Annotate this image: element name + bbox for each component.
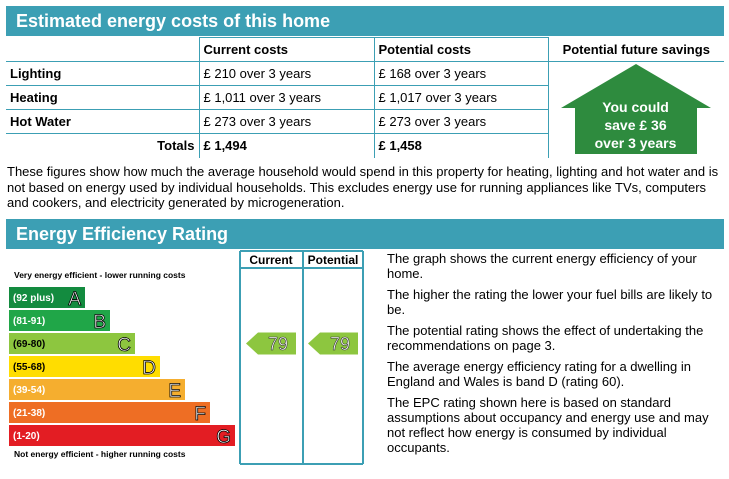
band-f: (21-38) F (9, 402, 210, 425)
row-label-hot-water: Hot Water (6, 109, 200, 134)
description-2: The higher the rating the lower your fue… (387, 287, 713, 317)
band-letter: F (194, 404, 206, 425)
band-a: (92 plus) A (9, 287, 85, 310)
band-bar (9, 287, 85, 308)
band-bar (9, 425, 235, 446)
hot-water-current: £ 273 over 3 years (198, 109, 375, 134)
row-label-heating: Heating (6, 85, 200, 110)
totals-label: Totals (6, 133, 200, 158)
potential-rating-value: 79 (330, 334, 350, 354)
band-range-label: (92 plus) (13, 293, 54, 304)
current-rating-arrow: 79 (246, 332, 296, 355)
band-range-label: (55-68) (13, 362, 45, 373)
band-bar (9, 402, 210, 423)
rating-descriptions: The graph shows the current energy effic… (387, 251, 723, 461)
potential-rating-arrow: 79 (308, 332, 358, 355)
rating-bands: (92 plus) A(81-91) B(69-80) C(55-68) D(39-54… (9, 287, 235, 448)
header-potential-savings: Potential future savings (547, 37, 724, 62)
band-g: (1-20) G (9, 425, 235, 448)
description-5: The EPC rating shown here is based on st… (387, 395, 709, 455)
current-rating-marker (246, 332, 296, 355)
band-letter: A (68, 289, 81, 310)
costs-intro-text: These figures show how much the average … (7, 164, 719, 210)
lighting-potential: £ 168 over 3 years (373, 61, 549, 86)
savings-text: You could save £ 36 over 3 years (561, 98, 711, 152)
band-letter: G (216, 427, 231, 448)
current-rating-value: 79 (268, 334, 288, 354)
savings-line-3: over 3 years (594, 135, 677, 151)
energy-costs-table: Current costs Potential costs Potential … (6, 37, 724, 158)
column-potential-label: Potential (308, 253, 359, 267)
lighting-current: £ 210 over 3 years (198, 61, 375, 86)
band-range-label: (81-91) (13, 316, 45, 327)
description-3: The potential rating shows the effect of… (387, 323, 704, 353)
potential-rating-marker (308, 332, 358, 355)
band-letter: E (168, 381, 181, 402)
rating-chart-svg: Current Potential Very energy efficient … (9, 250, 364, 465)
band-letter: D (142, 358, 156, 379)
band-letter: B (93, 312, 106, 333)
savings-line-1: You could (602, 99, 669, 115)
totals-current: £ 1,494 (198, 133, 375, 158)
header-current-costs: Current costs (198, 37, 375, 62)
not-efficient-note: Not energy efficient - higher running co… (14, 449, 186, 459)
savings-line-2: save £ 36 (604, 117, 667, 133)
band-e: (39-54) E (9, 379, 185, 402)
band-letter: C (117, 335, 131, 356)
band-range-label: (69-80) (13, 339, 45, 350)
totals-potential: £ 1,458 (373, 133, 549, 158)
hot-water-potential: £ 273 over 3 years (373, 109, 549, 134)
house-shape-icon (560, 64, 711, 154)
column-current-label: Current (249, 253, 292, 267)
savings-house: You could save £ 36 over 3 years (560, 64, 711, 157)
rating-section-title: Energy Efficiency Rating (6, 219, 724, 249)
row-label-lighting: Lighting (6, 61, 200, 86)
description-4: The average energy efficiency rating for… (387, 359, 691, 389)
very-efficient-note: Very energy efficient - lower running co… (14, 270, 186, 280)
band-range-label: (39-54) (13, 385, 45, 396)
band-range-label: (1-20) (13, 431, 40, 442)
band-d: (55-68) D (9, 356, 160, 379)
band-c: (69-80) C (9, 333, 135, 356)
table-corner (6, 37, 200, 62)
header-potential-costs: Potential costs (373, 37, 549, 62)
savings-cell: You could save £ 36 over 3 years (547, 61, 724, 158)
band-range-label: (21-38) (13, 408, 45, 419)
description-1: The graph shows the current energy effic… (387, 251, 697, 281)
heating-current: £ 1,011 over 3 years (198, 85, 375, 110)
band-b: (81-91) B (9, 310, 110, 333)
band-bar (9, 310, 110, 331)
costs-section-title: Estimated energy costs of this home (6, 6, 724, 36)
energy-rating-chart: Current Potential Very energy efficient … (6, 249, 364, 465)
heating-potential: £ 1,017 over 3 years (373, 85, 549, 110)
band-bar (9, 356, 160, 377)
band-bar (9, 379, 185, 400)
band-bar (9, 333, 135, 354)
